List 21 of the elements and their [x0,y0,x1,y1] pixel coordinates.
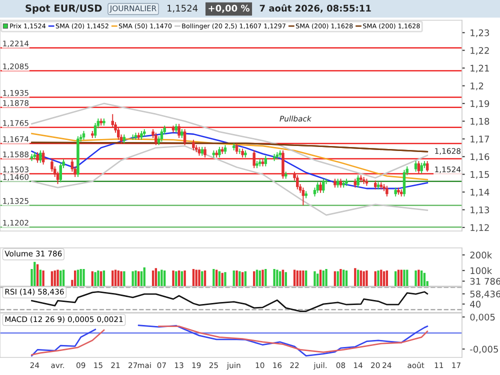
y-tick-label: 1,18 [470,118,490,126]
y-tick-label: 1,2 [470,82,484,90]
y-tick-label: 1,15 [470,171,489,179]
y-tick-label: 1,22 [470,47,489,55]
y-tick-label: 1,14 [470,188,490,197]
y-tick-label: 1,23 [470,29,490,38]
y-tick-label: 1,19 [470,100,490,108]
y-tick-label: 1,21 [470,64,489,73]
y-tick-label: -0,005 [470,346,498,354]
y-tick-label: 1,12 [470,224,489,232]
text: 7 août 2026, 08:55:11 [260,4,371,13]
y-tick-label: 100k [470,267,492,274]
chart-title: Spot EUR/USD [26,4,102,14]
y-tick-label: 1,16 [470,153,490,162]
y-tick-label: 0,005 [470,314,495,322]
text: +0,00 % [208,4,250,13]
text: 1,1524 [167,4,198,13]
y-tick-label: 1,17 [470,136,489,144]
y-tick-label: 1,13 [470,206,490,214]
y-tick-label: 40 [470,300,481,308]
y-tick-label: 200k [470,251,492,258]
